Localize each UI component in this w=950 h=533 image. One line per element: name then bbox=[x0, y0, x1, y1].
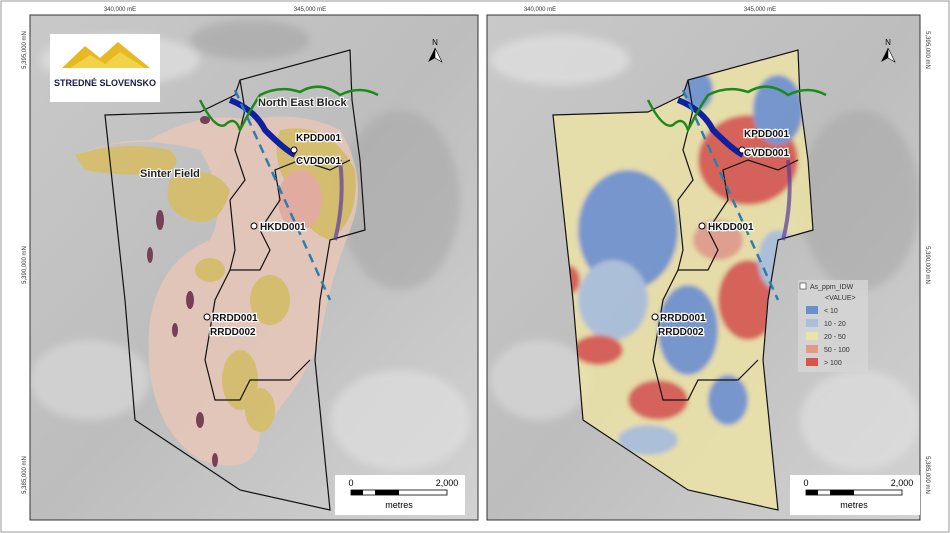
fault bbox=[233, 89, 332, 301]
grid-label: 5,385,000 mN bbox=[924, 456, 930, 494]
scale-unit: metres bbox=[385, 500, 413, 510]
vein bbox=[333, 159, 344, 241]
drill-hole-label: HKDD001 bbox=[260, 222, 306, 233]
scale-bar bbox=[350, 489, 448, 496]
legend-swatch bbox=[806, 332, 818, 340]
grid-label: 5,390,000 mN bbox=[924, 246, 930, 284]
area-label: North East Block bbox=[258, 97, 348, 109]
legend-swatch bbox=[806, 319, 818, 327]
drill-holes bbox=[203, 146, 298, 321]
drill-hole-label: CVDD001 bbox=[296, 156, 341, 167]
north-arrow bbox=[881, 47, 896, 63]
logo: STREDNÉ SLOVENSKO bbox=[50, 34, 160, 102]
scale-unit: metres bbox=[840, 500, 868, 510]
area-label: Sinter Field bbox=[140, 168, 200, 180]
legend-swatch bbox=[806, 345, 818, 353]
block-boundaries bbox=[104, 49, 366, 511]
drill-hole-label: KPDD001 bbox=[296, 133, 341, 144]
drill-hole-label: RRDD002 bbox=[658, 327, 704, 338]
scale-label: 2,000 bbox=[891, 478, 914, 488]
scale-label: 0 bbox=[803, 478, 808, 488]
logo-text: STREDNÉ SLOVENSKO bbox=[54, 78, 156, 88]
grid-label: 5,390,000 mN bbox=[22, 246, 28, 284]
grid-label: 5,395,000 mN bbox=[924, 31, 930, 69]
drill-hole-label: HKDD001 bbox=[708, 222, 754, 233]
legend-label: 50 - 100 bbox=[824, 347, 850, 354]
legend-label: 20 - 50 bbox=[824, 334, 846, 341]
grid-label: 5,395,000 mN bbox=[22, 31, 28, 69]
legend-title: As_ppm_IDW bbox=[810, 284, 854, 291]
drill-hole-label: RRDD001 bbox=[660, 313, 706, 324]
legend-swatch bbox=[806, 358, 818, 366]
legend-swatch bbox=[806, 306, 818, 314]
grid-label: 340,000 mE bbox=[104, 7, 136, 13]
north-arrow bbox=[428, 47, 443, 63]
scale-bar bbox=[805, 489, 903, 496]
legend-subtitle: <VALUE> bbox=[825, 295, 856, 302]
panel-border bbox=[29, 14, 479, 521]
grid-label: 5,385,000 mN bbox=[22, 456, 28, 494]
drill-hole-label: KPDD001 bbox=[744, 129, 789, 140]
scale-label: 0 bbox=[348, 478, 353, 488]
legend: As_ppm_IDW <VALUE> < 10 10 - 20 20 - 50 50 … bbox=[798, 280, 868, 372]
scale-label: 2,000 bbox=[436, 478, 459, 488]
legend-label: < 10 bbox=[824, 308, 838, 315]
legend-label: 10 - 20 bbox=[824, 321, 846, 328]
legend-label: > 100 bbox=[824, 360, 842, 367]
right-map bbox=[487, 15, 920, 520]
panel-border bbox=[486, 14, 921, 521]
north-label: N bbox=[432, 38, 438, 47]
north-label: N bbox=[885, 38, 891, 47]
drill-hole-label: CVDD001 bbox=[744, 148, 789, 159]
grid-label: 340,000 mE bbox=[524, 7, 556, 13]
grid-label: 345,000 mE bbox=[744, 7, 776, 13]
drill-hole-label: RRDD002 bbox=[210, 327, 256, 338]
river bbox=[198, 85, 379, 134]
grid-label: 345,000 mE bbox=[294, 7, 326, 13]
drill-hole-label: RRDD001 bbox=[212, 313, 258, 324]
